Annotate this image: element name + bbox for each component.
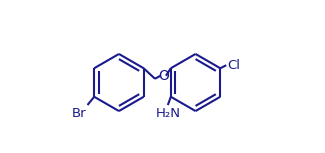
Text: Cl: Cl <box>227 59 240 72</box>
Text: O: O <box>158 69 169 83</box>
Text: Br: Br <box>72 106 87 119</box>
Text: H₂N: H₂N <box>155 106 180 119</box>
